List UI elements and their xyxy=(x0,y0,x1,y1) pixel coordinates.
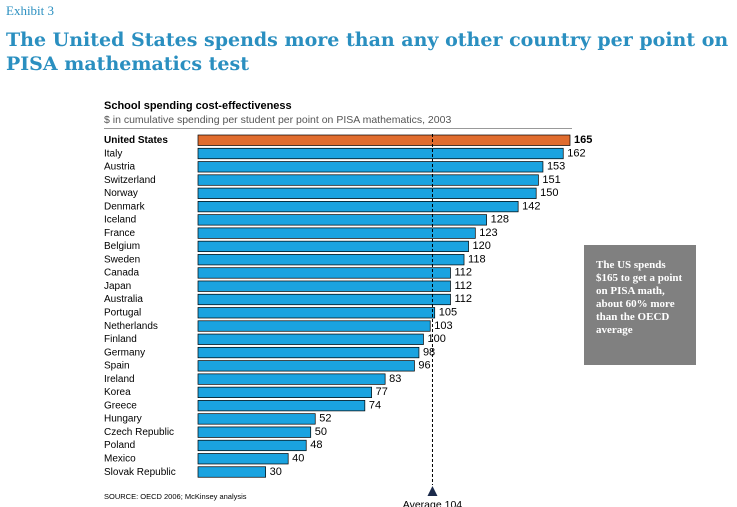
category-label: Czech Republic xyxy=(104,427,174,438)
average-label: Average 104 xyxy=(403,499,463,507)
callout-box: The US spends $165 to get a point on PIS… xyxy=(584,245,696,365)
category-label: Poland xyxy=(104,440,135,451)
bar xyxy=(197,134,571,146)
category-label: France xyxy=(104,228,136,239)
category-label: Canada xyxy=(104,268,139,279)
data-label: 128 xyxy=(491,214,509,226)
category-label: Austria xyxy=(104,162,136,173)
data-label: 151 xyxy=(542,174,560,186)
category-label: Australia xyxy=(104,294,143,305)
bar xyxy=(197,320,431,332)
data-label: 103 xyxy=(434,320,452,332)
category-label: Belgium xyxy=(104,241,140,252)
headline: The United States spends more than any o… xyxy=(6,29,729,75)
bar xyxy=(197,201,519,213)
data-label: 30 xyxy=(270,466,282,478)
category-label: Germany xyxy=(104,347,145,358)
exhibit-label: Exhibit 3 xyxy=(6,3,55,18)
bar xyxy=(197,267,451,279)
data-label: 48 xyxy=(310,439,322,451)
bar xyxy=(197,346,420,359)
category-label: Mexico xyxy=(104,453,136,464)
data-label: 165 xyxy=(574,134,592,146)
chart-subtitle: $ in cumulative spending per student per… xyxy=(104,114,452,126)
bar xyxy=(197,373,386,385)
data-label: 74 xyxy=(369,399,381,411)
bar xyxy=(197,386,372,398)
bar xyxy=(197,400,366,412)
title-rule xyxy=(104,128,572,129)
data-label: 40 xyxy=(292,452,304,464)
category-label: Netherlands xyxy=(104,321,158,332)
average-marker xyxy=(427,486,438,497)
data-label: 123 xyxy=(479,227,497,239)
category-label: Italy xyxy=(104,148,122,159)
bar xyxy=(197,333,424,345)
data-label: 83 xyxy=(389,373,401,385)
chart-title: School spending cost-effectiveness xyxy=(104,100,292,112)
bar xyxy=(197,360,415,372)
bar xyxy=(197,307,436,319)
bar xyxy=(197,280,451,292)
category-label: Finland xyxy=(104,334,137,345)
category-label: Japan xyxy=(104,281,131,292)
category-label: Greece xyxy=(104,400,137,411)
bar xyxy=(197,426,312,438)
category-label: Iceland xyxy=(104,215,136,226)
data-label: 105 xyxy=(439,307,457,319)
category-label: Norway xyxy=(104,188,138,199)
data-label: 77 xyxy=(376,386,388,398)
data-label: 150 xyxy=(540,187,558,199)
data-label: 50 xyxy=(315,426,327,438)
data-label: 98 xyxy=(423,346,435,358)
data-label: 112 xyxy=(455,293,473,305)
category-label: Denmark xyxy=(104,201,146,212)
data-label: 112 xyxy=(455,267,473,279)
category-label: Ireland xyxy=(104,374,135,385)
bar xyxy=(197,293,451,306)
data-label: 118 xyxy=(468,253,486,265)
data-label: 153 xyxy=(547,161,565,173)
data-label: 96 xyxy=(418,360,430,372)
category-label: Slovak Republic xyxy=(104,467,176,478)
bar xyxy=(197,466,266,478)
source-note: SOURCE: OECD 2006; McKinsey analysis xyxy=(104,492,247,501)
category-label: Portugal xyxy=(104,308,141,319)
bar xyxy=(197,187,537,199)
bar xyxy=(197,254,465,266)
bar xyxy=(197,439,307,452)
bar xyxy=(197,240,469,253)
category-label: Sweden xyxy=(104,254,140,265)
data-label: 112 xyxy=(455,280,473,292)
bar xyxy=(197,453,289,465)
category-label: Switzerland xyxy=(104,175,156,186)
category-label: Spain xyxy=(104,361,130,372)
data-label: 52 xyxy=(319,413,331,425)
data-label: 162 xyxy=(567,147,585,159)
data-label: 142 xyxy=(522,200,540,212)
data-label: 120 xyxy=(473,240,491,252)
category-label: Hungary xyxy=(104,414,142,425)
bar xyxy=(197,214,487,226)
category-label: Korea xyxy=(104,387,131,398)
bar xyxy=(197,227,476,239)
bar xyxy=(197,161,544,173)
category-label: United States xyxy=(104,135,168,146)
bar xyxy=(197,174,539,186)
bar xyxy=(197,147,564,160)
data-label: 100 xyxy=(427,333,445,345)
bar xyxy=(197,413,316,425)
